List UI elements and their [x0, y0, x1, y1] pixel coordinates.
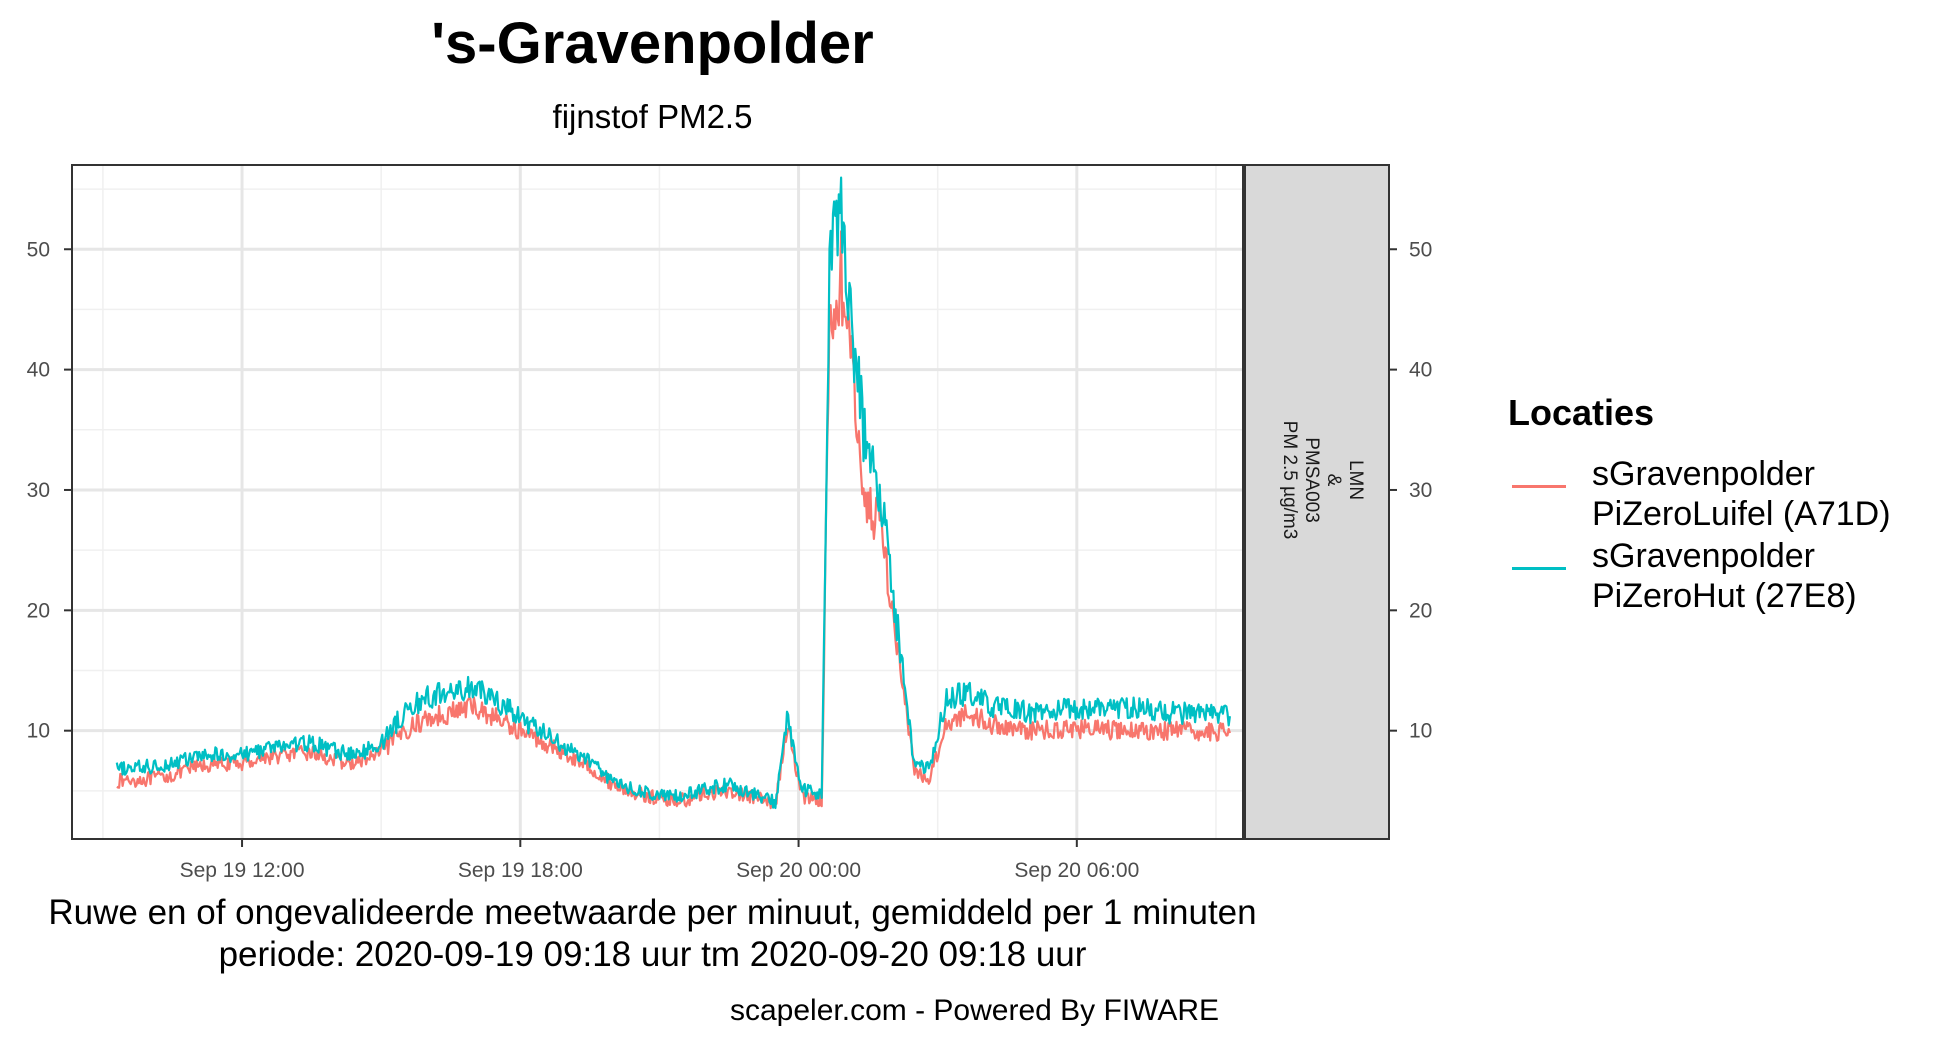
legend-item: sGravenpolder PiZeroLuifel (A71D) [1508, 454, 1891, 534]
credit-text: scapeler.com - Powered By FIWARE [730, 994, 1220, 1027]
y-tick-label-left: 40 [27, 359, 50, 382]
legend-items: sGravenpolder PiZeroLuifel (A71D) sGraven… [1508, 454, 1891, 616]
facet-strip-label: & [1323, 474, 1344, 487]
y-tick-label-left: 10 [27, 720, 50, 743]
chart-subtitle: fijnstof PM2.5 [552, 98, 753, 135]
facet-strip-label: LMN [1345, 460, 1366, 500]
caption-line-2: periode: 2020-09-19 09:18 uur tm 2020-09… [218, 935, 1087, 974]
series-line-1 [116, 230, 1231, 810]
x-tick-label: Sep 19 18:00 [458, 859, 583, 882]
facet-strip [1244, 164, 1390, 840]
y-tick-label-left: 30 [27, 479, 50, 502]
legend-label: sGravenpolder PiZeroHut (27E8) [1592, 537, 1857, 615]
y-tick-label-right: 50 [1409, 238, 1432, 261]
caption-line-1: Ruwe en of ongevalideerde meetwaarde per… [48, 893, 1257, 932]
legend-key [1508, 466, 1570, 506]
y-tick-label-right: 30 [1409, 479, 1432, 502]
legend-title: Locaties [1508, 392, 1655, 433]
x-tick-label: Sep 20 06:00 [1014, 859, 1139, 882]
y-tick-label-left: 50 [27, 238, 50, 261]
facet-strip-label: PM 2.5 µg/m3 [1279, 421, 1300, 540]
y-tick-label-right: 40 [1409, 359, 1432, 382]
x-tick-label: Sep 20 00:00 [736, 859, 861, 882]
plot-border [71, 164, 1244, 840]
y-tick-label-right: 10 [1409, 720, 1432, 743]
legend-item: sGravenpolder PiZeroHut (27E8) [1508, 536, 1891, 616]
y-tick-label-left: 20 [27, 599, 50, 622]
legend-key-line [1512, 567, 1566, 570]
plot-panel [72, 165, 1243, 839]
legend-key-line [1512, 485, 1566, 488]
facet-strip-label: PMSA003 [1301, 437, 1322, 523]
legend-label: sGravenpolder PiZeroLuifel (A71D) [1592, 455, 1891, 533]
legend: Locaties sGravenpolder PiZeroLuifel (A71… [1508, 392, 1891, 618]
chart-title: 's-Gravenpolder [431, 11, 874, 76]
y-tick-label-right: 20 [1409, 599, 1432, 622]
x-tick-label: Sep 19 12:00 [180, 859, 305, 882]
series-line-2 [115, 176, 1231, 810]
legend-key [1508, 548, 1570, 588]
